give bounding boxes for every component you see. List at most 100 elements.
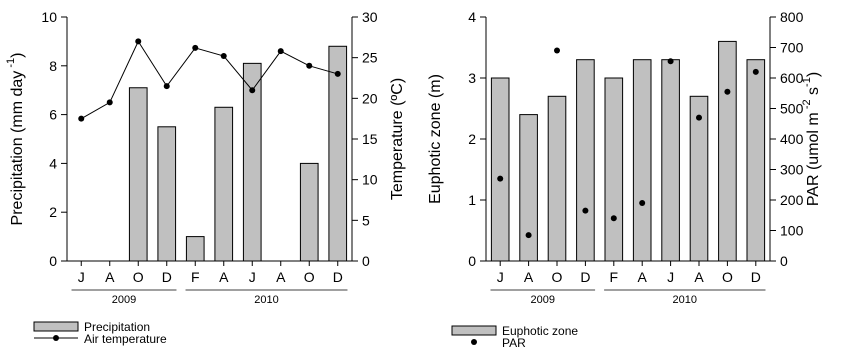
par-point-2 bbox=[554, 47, 560, 54]
y-right-tick-label: 700 bbox=[780, 40, 804, 56]
y-right-label-mid: s bbox=[805, 87, 822, 99]
y-left-tick-label: 8 bbox=[49, 58, 57, 74]
bar-0-4 bbox=[185, 236, 205, 262]
temperature-point-2 bbox=[135, 38, 142, 45]
temperature-point-6 bbox=[249, 87, 256, 94]
y-left-tick-label: 2 bbox=[468, 131, 476, 147]
bar-1-9 bbox=[746, 59, 766, 262]
bar-1-4 bbox=[604, 77, 624, 262]
y-right-tick-label: 20 bbox=[362, 90, 378, 106]
bar-1-6 bbox=[661, 59, 680, 262]
bar-0-3 bbox=[157, 126, 177, 262]
x-tick-label: A bbox=[276, 269, 286, 285]
y-right-tick-label: 300 bbox=[780, 162, 804, 178]
y-left-label-main: Euphotic zone (m) bbox=[427, 74, 444, 204]
temperature-point-4 bbox=[192, 44, 199, 51]
x-tick-label: O bbox=[722, 269, 733, 285]
x-tick-label: A bbox=[524, 269, 534, 285]
par-point-4 bbox=[610, 215, 617, 222]
legend-swatch-marker bbox=[471, 339, 477, 345]
par-point-7 bbox=[696, 114, 702, 121]
legend-label-series2: Air temperature bbox=[84, 332, 167, 346]
x-tick-label: A bbox=[638, 269, 648, 285]
temperature-line bbox=[81, 40, 338, 120]
x-tick-label: D bbox=[162, 269, 172, 285]
bar-0-5 bbox=[214, 106, 234, 262]
x-tick-label: F bbox=[191, 269, 200, 285]
legend-label-bar: Euphotic zone bbox=[502, 324, 578, 338]
y-right-label-sup2: -1 bbox=[801, 77, 813, 87]
y-right-label-main: PAR (umol m bbox=[805, 112, 822, 206]
bar-1-0 bbox=[490, 77, 510, 262]
temperature-point-9 bbox=[334, 70, 341, 77]
temperature-point-3 bbox=[163, 83, 170, 90]
par-point-5 bbox=[639, 200, 646, 207]
y-left-tick-label: 4 bbox=[49, 155, 57, 171]
y-right-tick-label: 0 bbox=[362, 253, 370, 269]
y-left-label-sup: -1 bbox=[5, 58, 17, 71]
y-right-tick-label: 10 bbox=[362, 172, 378, 188]
temperature-point-5 bbox=[220, 53, 227, 60]
x-tick-label: J bbox=[667, 269, 674, 285]
par-point-6 bbox=[667, 58, 674, 65]
y-left-tick-label: 0 bbox=[49, 253, 57, 269]
legend-swatch-bar bbox=[33, 321, 79, 332]
y-left-tick-label: 2 bbox=[49, 204, 57, 220]
y-left-tick-label: 3 bbox=[468, 70, 476, 86]
temperature-point-0 bbox=[78, 115, 85, 122]
bar-1-8 bbox=[718, 40, 737, 262]
legend-swatch-marker bbox=[53, 335, 59, 341]
par-point-0 bbox=[497, 175, 504, 182]
y-right-label-main: Temperature (ºC) bbox=[389, 78, 406, 200]
year-group-label: 2010 bbox=[673, 294, 697, 306]
y-left-tick-label: 0 bbox=[468, 253, 476, 269]
y-right-tick-label: 25 bbox=[362, 50, 378, 66]
panel-euphotic-par: 0 1 2 3 4 0 100 200 300 400 500 600 700 800 J A O D F A J A O D… bbox=[427, 9, 822, 350]
year-group-label: 2010 bbox=[254, 294, 278, 306]
legend-label-bar: Precipitation bbox=[84, 320, 150, 334]
temperature-point-1 bbox=[106, 99, 113, 106]
y-axis-right-label: Temperature (ºC) bbox=[389, 78, 406, 200]
par-point-9 bbox=[752, 68, 759, 75]
bar-1-7 bbox=[689, 95, 709, 262]
y-right-tick-label: 600 bbox=[780, 70, 804, 86]
x-tick-label: F bbox=[610, 269, 619, 285]
y-right-label-close: ) bbox=[805, 72, 822, 77]
y-right-tick-label: 200 bbox=[780, 192, 804, 208]
x-tick-label: J bbox=[78, 269, 85, 285]
y-right-tick-label: 100 bbox=[780, 223, 804, 239]
x-tick-label: O bbox=[133, 269, 144, 285]
legend-label-series2: PAR bbox=[502, 336, 526, 350]
y-axis-left-label: Euphotic zone (m) bbox=[427, 74, 444, 204]
y-right-tick-label: 5 bbox=[362, 212, 370, 228]
x-tick-label: D bbox=[333, 269, 343, 285]
bar-0-9 bbox=[328, 45, 348, 262]
y-right-label-sup1: -2 bbox=[801, 99, 813, 112]
temperature-point-8 bbox=[306, 62, 313, 69]
par-point-1 bbox=[525, 232, 532, 239]
y-right-tick-label: 800 bbox=[780, 9, 804, 25]
legend-swatch-bar bbox=[451, 325, 497, 336]
y-left-tick-label: 4 bbox=[468, 9, 476, 25]
x-tick-label: A bbox=[694, 269, 704, 285]
y-right-tick-label: 15 bbox=[362, 131, 378, 147]
y-right-tick-label: 30 bbox=[362, 9, 378, 25]
x-tick-label: D bbox=[751, 269, 761, 285]
x-tick-label: J bbox=[497, 269, 504, 285]
x-tick-label: A bbox=[105, 269, 115, 285]
y-left-tick-label: 6 bbox=[49, 107, 57, 123]
y-left-tick-label: 10 bbox=[41, 9, 57, 25]
bar-1-2 bbox=[547, 95, 567, 262]
bar-1-3 bbox=[576, 59, 595, 262]
y-left-tick-label: 1 bbox=[468, 192, 476, 208]
bar-0-8 bbox=[299, 162, 319, 262]
x-tick-label: A bbox=[219, 269, 229, 285]
y-axis-right-label: PAR (umol m -2 s-1) bbox=[801, 72, 822, 206]
x-tick-label: O bbox=[552, 269, 563, 285]
temperature-point-7 bbox=[277, 48, 284, 55]
panel-precipitation-temperature: 0 2 4 6 8 10 0 5 10 15 20 25 30 J A O D F A J A O D 2009 2010 Pre… bbox=[5, 9, 406, 346]
year-group-label: 2009 bbox=[112, 294, 136, 306]
y-axis-left-label: Precipitation (mm day -1) bbox=[5, 53, 26, 226]
